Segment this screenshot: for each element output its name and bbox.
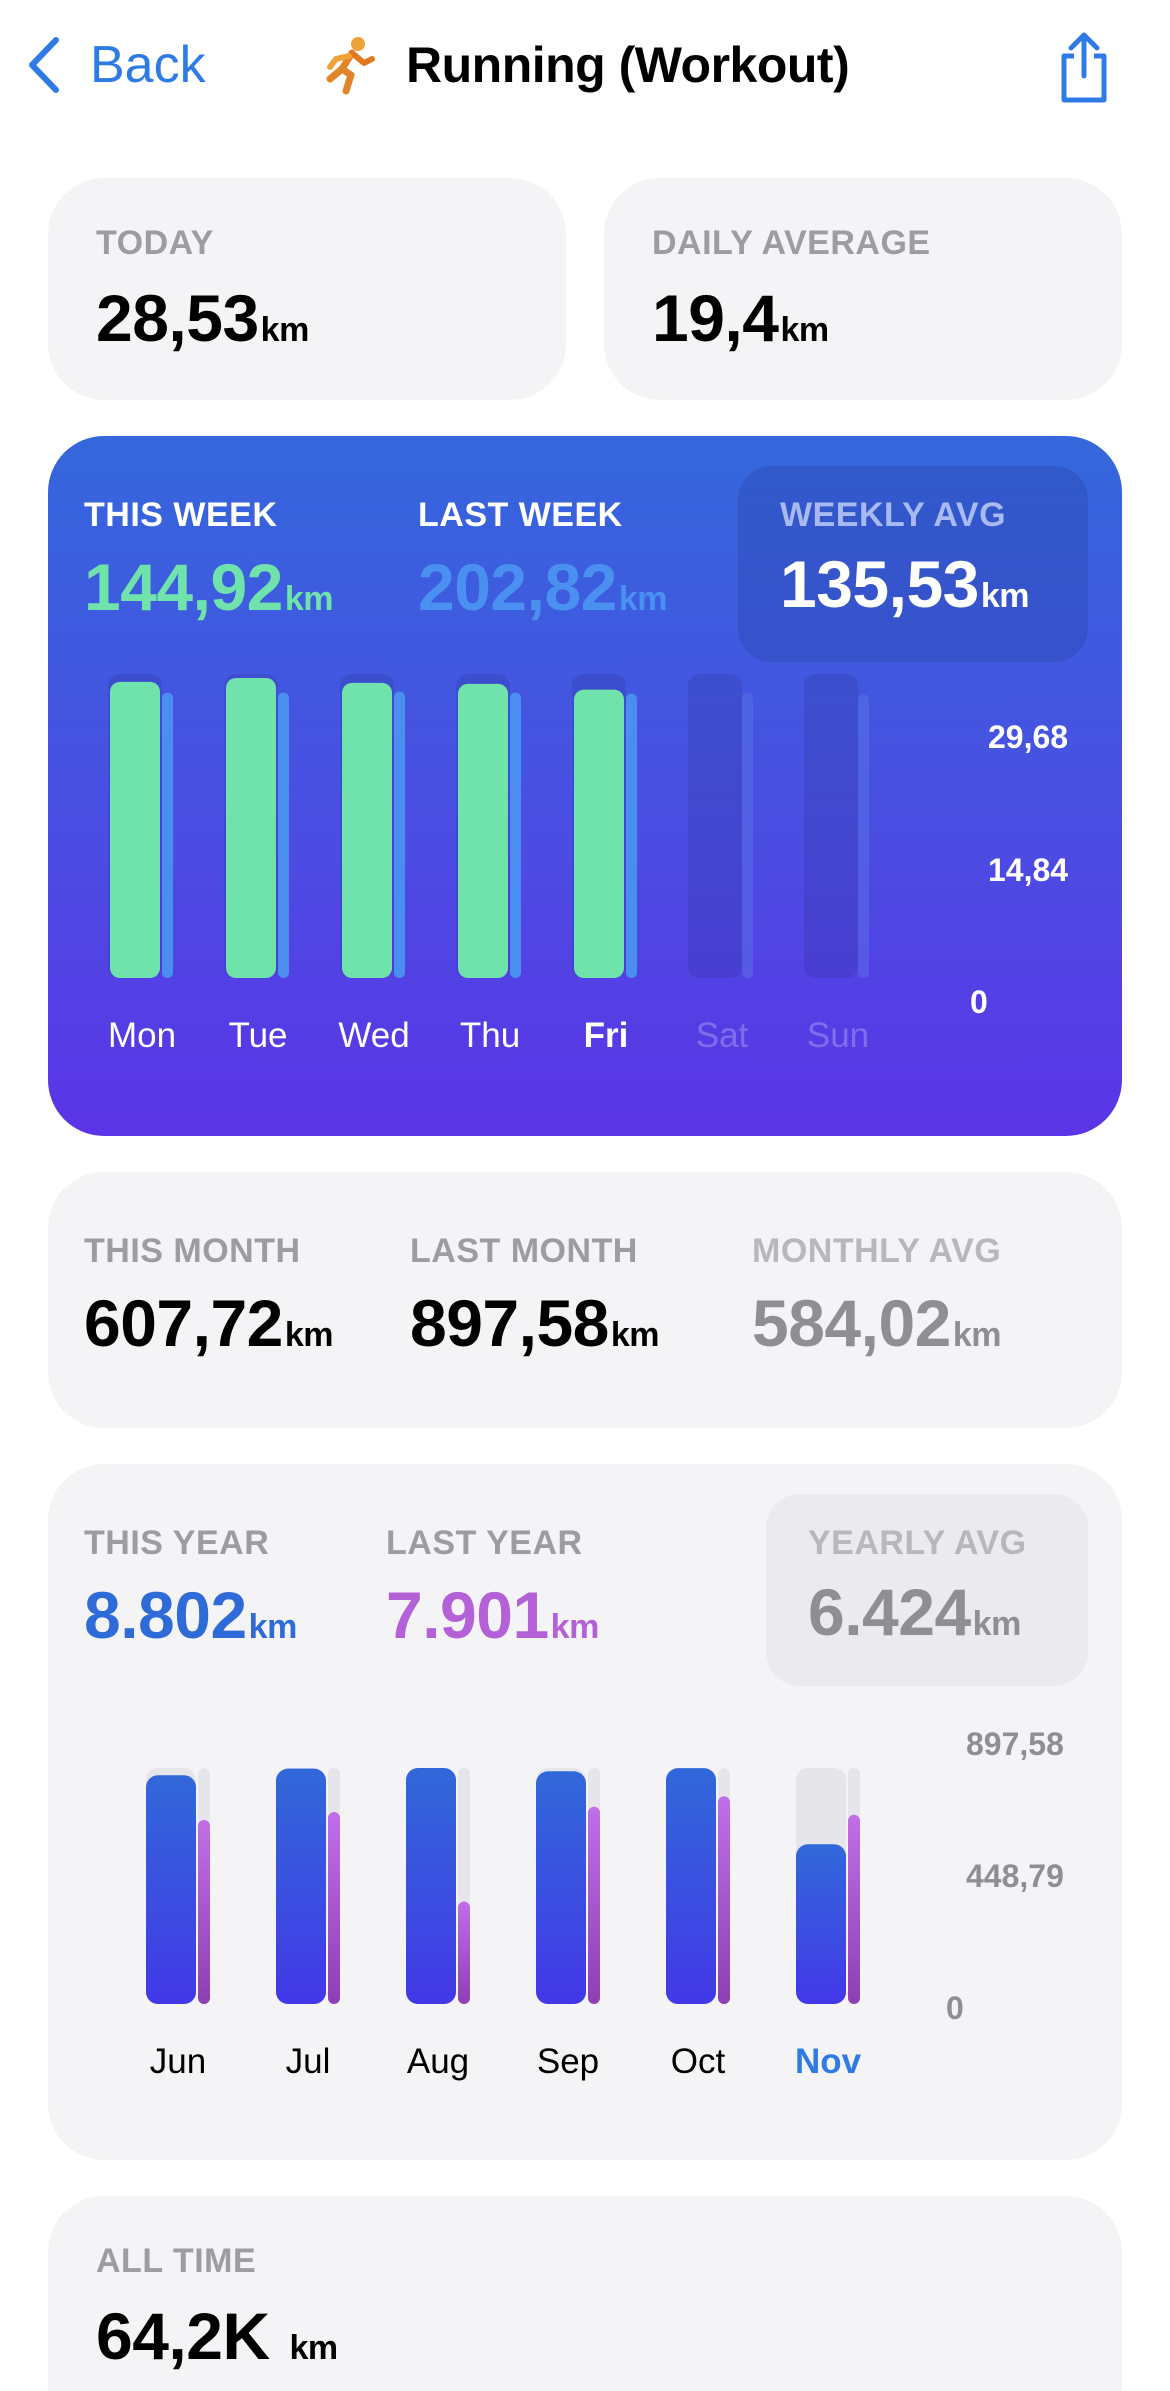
weekly-avg-box: WEEKLY AVG 135,53km — [738, 466, 1088, 662]
last-year-value: 7.901km — [386, 1578, 599, 1652]
month-label: May — [84, 2042, 108, 2082]
week-day-label: Tue — [228, 1016, 288, 1055]
week-y-tick-max: 29,68 — [988, 719, 1069, 755]
week-day-label: Sun — [806, 1016, 870, 1055]
daily-average-label: DAILY AVERAGE — [652, 224, 931, 262]
week-bar-this-fri — [574, 689, 624, 978]
today-label: TODAY — [96, 224, 214, 262]
this-week-label: THIS WEEK — [84, 496, 278, 534]
month-bar-this-sep — [536, 1771, 586, 2004]
title-group: Running (Workout) — [318, 30, 850, 100]
this-year-label: THIS YEAR — [84, 1524, 270, 1562]
last-month-stat: LAST MONTH 897,58km — [410, 1232, 660, 1361]
week-day-label: Mon — [107, 1016, 177, 1055]
person-running-icon — [326, 37, 375, 95]
month-bar-this-aug — [406, 1768, 456, 2004]
back-label: Back — [90, 36, 206, 94]
year-y-tick-zero: 0 — [946, 1990, 964, 2026]
weekly-card: THIS WEEK 144,92km LAST WEEK 202,82km WE… — [48, 436, 1122, 1136]
yearly-avg-box: YEARLY AVG 6.424km — [766, 1494, 1088, 1686]
month-bar-this-nov — [796, 1844, 846, 2004]
week-bar-this-wed — [342, 682, 392, 978]
week-bar-last-sun — [858, 694, 869, 978]
share-icon[interactable] — [1054, 30, 1114, 106]
weekly-avg-label: WEEKLY AVG — [780, 496, 1007, 534]
monthly-avg-stat: MONTHLY AVG 584,02km — [752, 1232, 1002, 1361]
week-y-tick-zero: 0 — [970, 984, 988, 1020]
month-label: Jul — [285, 2042, 331, 2081]
month-bar-this-oct — [666, 1768, 716, 2004]
week-bar-last-fri — [626, 693, 637, 978]
week-bar-this-tue — [226, 678, 276, 978]
this-month-value: 607,72km — [84, 1286, 334, 1360]
week-bar-this-thu — [458, 683, 508, 978]
week-day-label: Fri — [583, 1016, 629, 1055]
all-time-label: ALL TIME — [96, 2242, 257, 2280]
monthly-bar-chart-viewport[interactable]: May Jun Jul Aug Sep Oct Nov — [84, 1764, 964, 2124]
this-month-label: THIS MONTH — [84, 1232, 301, 1270]
yearly-avg-label: YEARLY AVG — [808, 1524, 1027, 1562]
week-day-label: Wed — [338, 1016, 410, 1055]
this-year-value: 8.802km — [84, 1578, 297, 1652]
week-bar-last-thu — [510, 692, 521, 978]
last-week-label: LAST WEEK — [418, 496, 623, 534]
this-year-stat: THIS YEAR 8.802km — [84, 1524, 297, 1653]
month-bar-last-sep — [588, 1806, 600, 2004]
month-label: Nov — [794, 2042, 862, 2081]
yearly-card: THIS YEAR 8.802km LAST YEAR 7.901km YEAR… — [48, 1464, 1122, 2160]
last-month-label: LAST MONTH — [410, 1232, 638, 1270]
monthly-bar-chart — [146, 1768, 860, 2004]
month-label: Oct — [670, 2042, 726, 2081]
last-month-value: 897,58km — [410, 1286, 660, 1360]
month-label: Sep — [536, 2042, 600, 2081]
month-label: Aug — [406, 2042, 470, 2081]
this-week-value: 144,92km — [84, 550, 334, 624]
last-week-value: 202,82km — [418, 550, 668, 624]
monthly-avg-value: 584,02km — [752, 1286, 1002, 1360]
month-bar-last-nov — [848, 1814, 860, 2004]
year-y-tick-max: 897,58 — [966, 1726, 1064, 1762]
month-bar-last-oct — [718, 1796, 730, 2004]
nav-bar: Back Running (Workout) — [0, 0, 1170, 140]
today-value: 28,53km — [96, 281, 309, 355]
month-label: Jun — [149, 2042, 207, 2081]
daily-average-value: 19,4km — [652, 281, 829, 355]
monthly-card: THIS MONTH 607,72km LAST MONTH 897,58km … — [48, 1172, 1122, 1428]
week-y-tick-mid: 14,84 — [988, 852, 1069, 888]
this-month-stat: THIS MONTH 607,72km — [84, 1232, 334, 1361]
week-bar-this-mon — [110, 681, 160, 978]
week-day-label: Sat — [695, 1016, 749, 1055]
month-bar-this-jul — [276, 1768, 326, 2004]
all-time-card: ALL TIME 64,2K km — [48, 2196, 1122, 2391]
monthly-avg-label: MONTHLY AVG — [752, 1232, 1002, 1270]
daily-average-card: DAILY AVERAGE 19,4km — [604, 178, 1122, 400]
year-y-tick-mid: 448,79 — [966, 1858, 1064, 1894]
week-bar-last-sat — [742, 692, 753, 978]
week-day-label: Thu — [459, 1016, 521, 1055]
yearly-avg-value: 6.424km — [808, 1575, 1021, 1649]
month-bar-last-jul — [328, 1812, 340, 2004]
weekly-avg-value: 135,53km — [780, 547, 1030, 621]
last-week-stat: LAST WEEK 202,82km — [418, 496, 668, 625]
week-bar-last-wed — [394, 691, 405, 978]
week-bar-track — [688, 674, 742, 978]
weekly-bar-chart — [108, 674, 869, 978]
all-time-value: 64,2K km — [96, 2299, 338, 2373]
page-title: Running (Workout) — [406, 37, 850, 93]
month-bar-this-jun — [146, 1775, 196, 2004]
month-bar-last-jun — [198, 1819, 210, 2004]
chevron-left-icon — [29, 37, 59, 93]
last-year-label: LAST YEAR — [386, 1524, 583, 1562]
month-bar-last-aug — [458, 1901, 470, 2004]
today-card: TODAY 28,53km — [48, 178, 566, 400]
week-bar-track — [804, 674, 858, 978]
week-bar-last-mon — [162, 692, 173, 978]
last-year-stat: LAST YEAR 7.901km — [386, 1524, 599, 1653]
week-bar-last-tue — [278, 692, 289, 978]
back-button[interactable]: Back — [24, 30, 206, 100]
this-week-stat: THIS WEEK 144,92km — [84, 496, 334, 625]
